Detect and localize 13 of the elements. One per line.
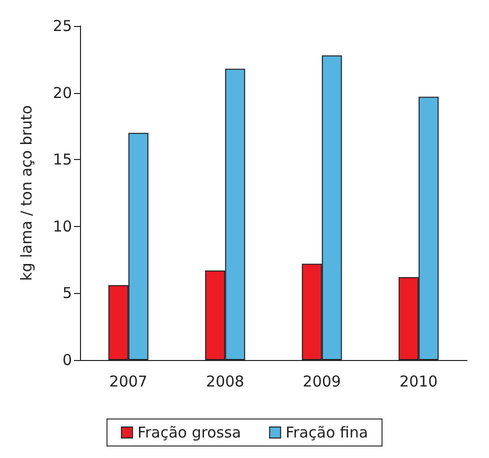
x-tick-label: 2009: [302, 372, 341, 390]
x-tick-label: 2010: [400, 372, 438, 390]
y-tick-label: 25: [52, 17, 72, 35]
y-tick-label: 15: [52, 150, 72, 169]
legend-label: Fração grossa: [137, 424, 242, 442]
legend-label: Fração fina: [286, 424, 368, 442]
y-tick-label: 0: [62, 351, 72, 369]
x-tick-label: 2007: [109, 372, 148, 390]
x-tick-label: 2008: [206, 372, 244, 390]
y-tick-label: 5: [62, 284, 72, 302]
y-axis-title: kg lama / ton aço bruto: [18, 105, 36, 281]
y-tick-label: 20: [52, 84, 72, 102]
y-tick-label: 10: [52, 217, 72, 236]
